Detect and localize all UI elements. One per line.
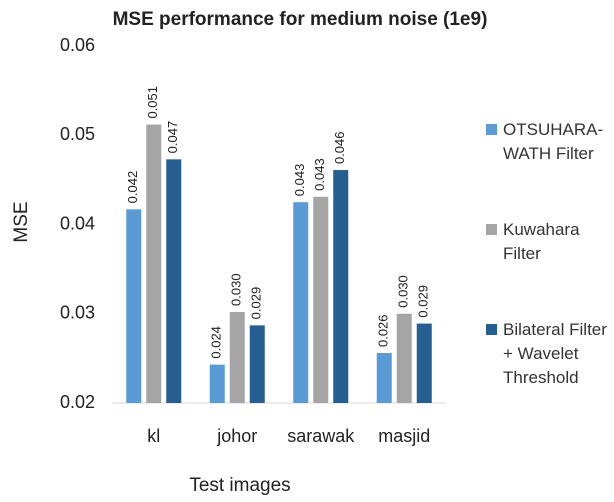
value-label: 0.051 (145, 86, 160, 119)
bar (166, 159, 182, 403)
value-label: 0.043 (312, 158, 327, 191)
bar (249, 325, 265, 403)
y-tick-label: 0.06 (60, 35, 95, 55)
y-tick-label: 0.04 (60, 213, 95, 233)
legend-item: Kuwahara Filter (486, 218, 612, 266)
bar (416, 323, 432, 403)
bar (146, 124, 162, 403)
x-tick-label: masjid (378, 426, 430, 446)
y-tick-label: 0.03 (60, 303, 95, 323)
legend-label: Bilateral Filter + Wavelet Threshold (503, 320, 607, 387)
x-tick-label: johor (216, 426, 257, 446)
x-axis-title: Test images (189, 475, 290, 496)
value-label: 0.030 (396, 275, 411, 308)
value-label: 0.042 (125, 171, 140, 204)
x-tick-label: sarawak (287, 426, 355, 446)
y-tick-label: 0.02 (60, 392, 95, 412)
bar (293, 202, 309, 403)
bar (396, 313, 412, 403)
value-label: 0.047 (165, 121, 180, 154)
bar (126, 209, 142, 403)
value-label: 0.046 (332, 132, 347, 165)
bar (313, 196, 329, 403)
value-label: 0.029 (249, 287, 264, 320)
bar (333, 170, 349, 403)
legend-swatch (486, 224, 497, 235)
value-label: 0.026 (376, 314, 391, 347)
legend-swatch (486, 324, 497, 335)
y-tick-label: 0.05 (60, 124, 95, 144)
legend-label: Kuwahara Filter (503, 220, 580, 263)
bar (376, 353, 392, 403)
legend-label: OTSUHARA-WATH Filter (503, 120, 604, 163)
x-tick-label: kl (147, 426, 160, 446)
value-label: 0.024 (209, 326, 224, 359)
value-label: 0.029 (416, 285, 431, 318)
bar (209, 364, 225, 403)
value-label: 0.030 (229, 273, 244, 306)
legend-item: Bilateral Filter + Wavelet Threshold (486, 318, 612, 390)
legend-item: OTSUHARA-WATH Filter (486, 118, 612, 166)
legend-swatch (486, 124, 497, 135)
bar (229, 311, 245, 403)
chart-title: MSE performance for medium noise (1e9) (113, 9, 488, 30)
y-axis-title: MSE (11, 201, 32, 242)
value-label: 0.043 (292, 164, 307, 197)
